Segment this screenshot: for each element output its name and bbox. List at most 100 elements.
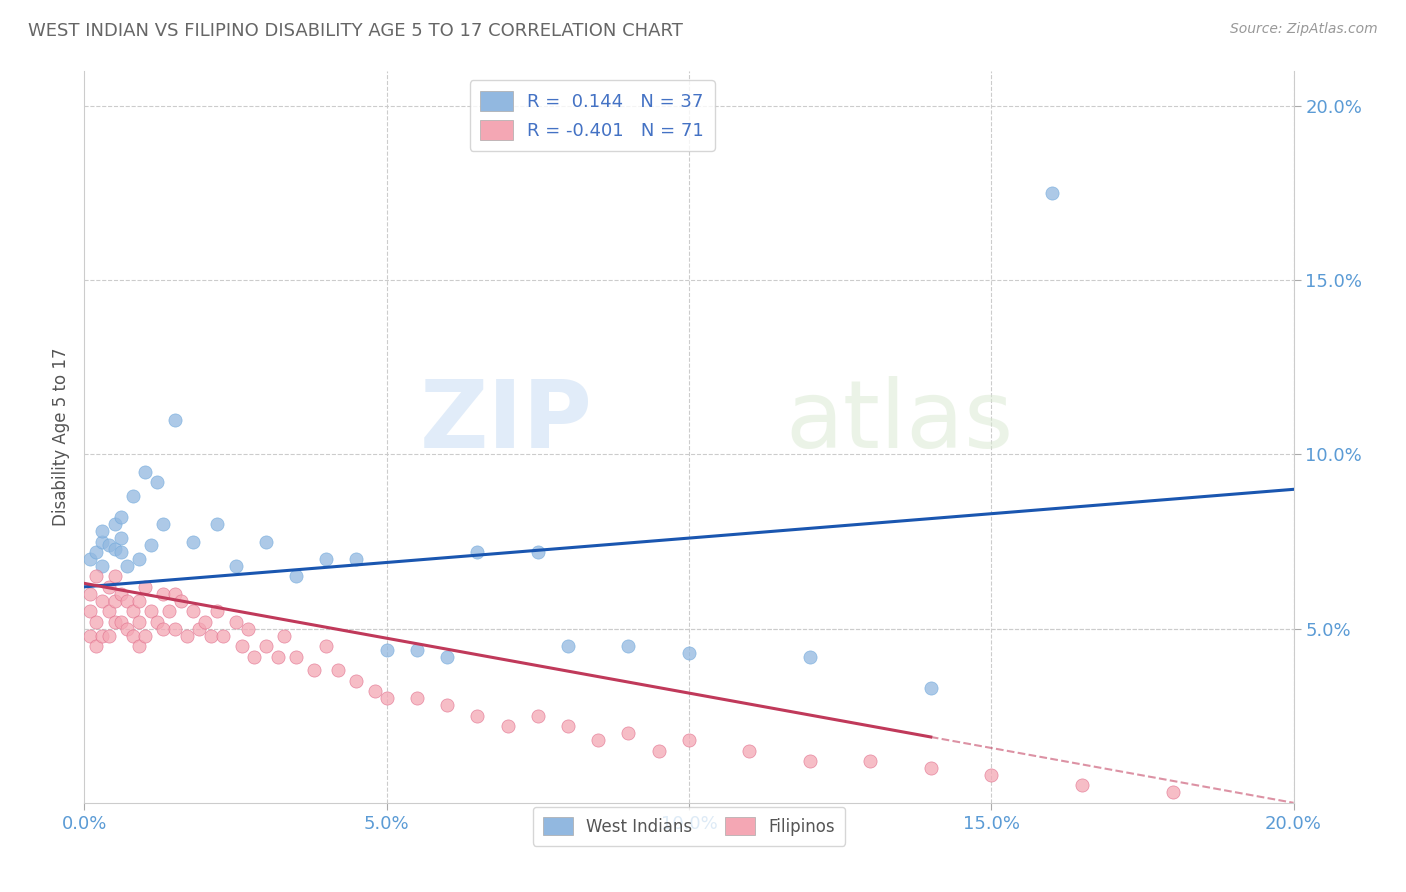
Point [91, 534, 114, 549]
Point [128, 594, 150, 608]
Point [110, 615, 132, 629]
Point [236, 622, 259, 636]
Text: WEST INDIAN VS FILIPINO DISABILITY AGE 5 TO 17 CORRELATION CHART: WEST INDIAN VS FILIPINO DISABILITY AGE 5… [28, 22, 683, 40]
Point [1040, 186, 1063, 201]
Point [363, 684, 385, 698]
Point [79, 629, 101, 643]
Point [176, 629, 198, 643]
Point [302, 664, 325, 678]
Point [207, 604, 229, 618]
Point [436, 649, 458, 664]
Point [86, 545, 108, 559]
Point [181, 534, 204, 549]
Point [91, 524, 114, 538]
Point [97, 629, 120, 643]
Point [648, 743, 671, 757]
Point [557, 639, 579, 653]
Y-axis label: Disability Age 5 to 17: Disability Age 5 to 17 [52, 348, 70, 526]
Point [496, 719, 519, 733]
Point [188, 622, 211, 636]
Point [920, 681, 942, 695]
Point [467, 545, 489, 559]
Point [97, 580, 120, 594]
Point [1071, 778, 1094, 792]
Point [375, 691, 398, 706]
Point [980, 768, 1002, 782]
Point [267, 649, 290, 664]
Point [104, 517, 127, 532]
Point [91, 594, 114, 608]
Point [79, 604, 101, 618]
Point [346, 552, 368, 566]
Point [799, 754, 821, 768]
Point [121, 604, 143, 618]
Point [79, 587, 101, 601]
Point [436, 698, 458, 713]
Point [121, 629, 143, 643]
Text: atlas: atlas [786, 376, 1014, 468]
Point [97, 538, 120, 552]
Point [165, 587, 187, 601]
Point [110, 545, 132, 559]
Point [115, 622, 138, 636]
Point [104, 541, 127, 556]
Point [134, 629, 156, 643]
Point [617, 726, 640, 740]
Point [678, 733, 700, 747]
Point [225, 615, 247, 629]
Point [920, 761, 942, 775]
Point [110, 510, 132, 524]
Point [152, 587, 174, 601]
Point [128, 552, 150, 566]
Point [165, 412, 187, 426]
Point [181, 604, 204, 618]
Point [738, 743, 761, 757]
Point [406, 691, 429, 706]
Point [91, 558, 114, 573]
Point [527, 545, 550, 559]
Point [146, 475, 169, 490]
Point [110, 587, 132, 601]
Point [165, 622, 187, 636]
Point [86, 639, 108, 653]
Point [799, 649, 821, 664]
Point [346, 673, 368, 688]
Point [207, 517, 229, 532]
Point [285, 649, 308, 664]
Point [231, 639, 253, 653]
Point [467, 708, 489, 723]
Point [134, 580, 156, 594]
Point [157, 604, 180, 618]
Point [170, 594, 193, 608]
Point [139, 538, 162, 552]
Point [527, 708, 550, 723]
Point [200, 629, 222, 643]
Point [104, 569, 127, 583]
Point [91, 629, 114, 643]
Legend: West Indians, Filipinos: West Indians, Filipinos [533, 807, 845, 846]
Text: Source: ZipAtlas.com: Source: ZipAtlas.com [1230, 22, 1378, 37]
Text: ZIP: ZIP [419, 376, 592, 468]
Point [678, 646, 700, 660]
Point [617, 639, 640, 653]
Point [1161, 785, 1184, 799]
Point [375, 642, 398, 657]
Point [139, 604, 162, 618]
Point [134, 465, 156, 479]
Point [315, 639, 337, 653]
Point [115, 594, 138, 608]
Point [86, 569, 108, 583]
Point [242, 649, 264, 664]
Point [97, 604, 120, 618]
Point [152, 622, 174, 636]
Point [104, 615, 127, 629]
Point [79, 552, 101, 566]
Point [152, 517, 174, 532]
Point [121, 489, 143, 503]
Point [104, 594, 127, 608]
Point [128, 639, 150, 653]
Point [285, 569, 308, 583]
Point [86, 615, 108, 629]
Point [225, 558, 247, 573]
Point [859, 754, 882, 768]
